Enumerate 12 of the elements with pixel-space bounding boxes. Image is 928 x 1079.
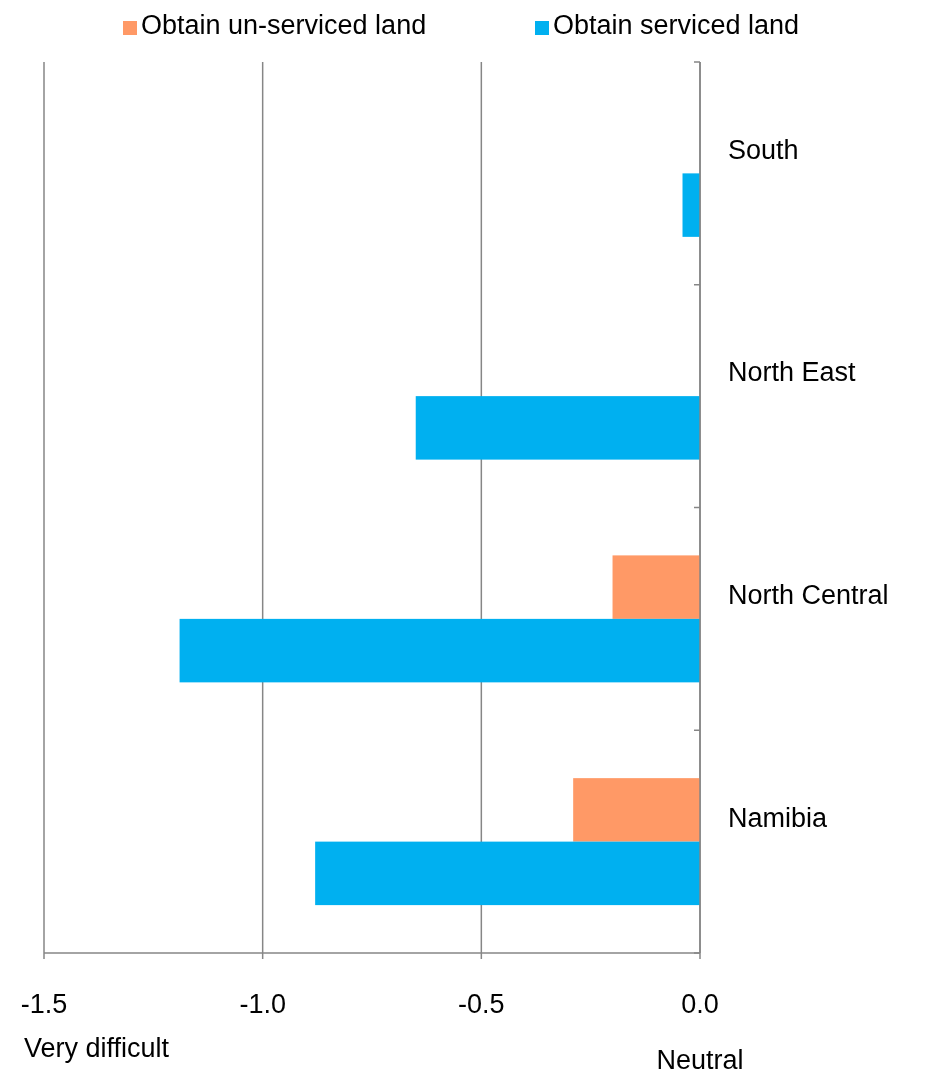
y-tick-label: Namibia	[728, 802, 829, 833]
x-tick-label: 0.0	[681, 989, 719, 1019]
y-tick-label: North Central	[728, 580, 889, 610]
y-tick-label: North East	[728, 357, 857, 388]
legend-label: Obtain serviced land	[553, 10, 800, 40]
text: Very difficult	[24, 1033, 170, 1063]
x-tick-label: -0.5	[458, 989, 505, 1019]
y-tick-label: South	[728, 134, 799, 165]
x-tick-label: -1.0	[239, 989, 286, 1019]
x-tick-label: -1.5	[20, 989, 68, 1019]
legend-label: Obtain un-serviced land	[141, 10, 427, 40]
text: Neutral	[656, 1045, 744, 1075]
